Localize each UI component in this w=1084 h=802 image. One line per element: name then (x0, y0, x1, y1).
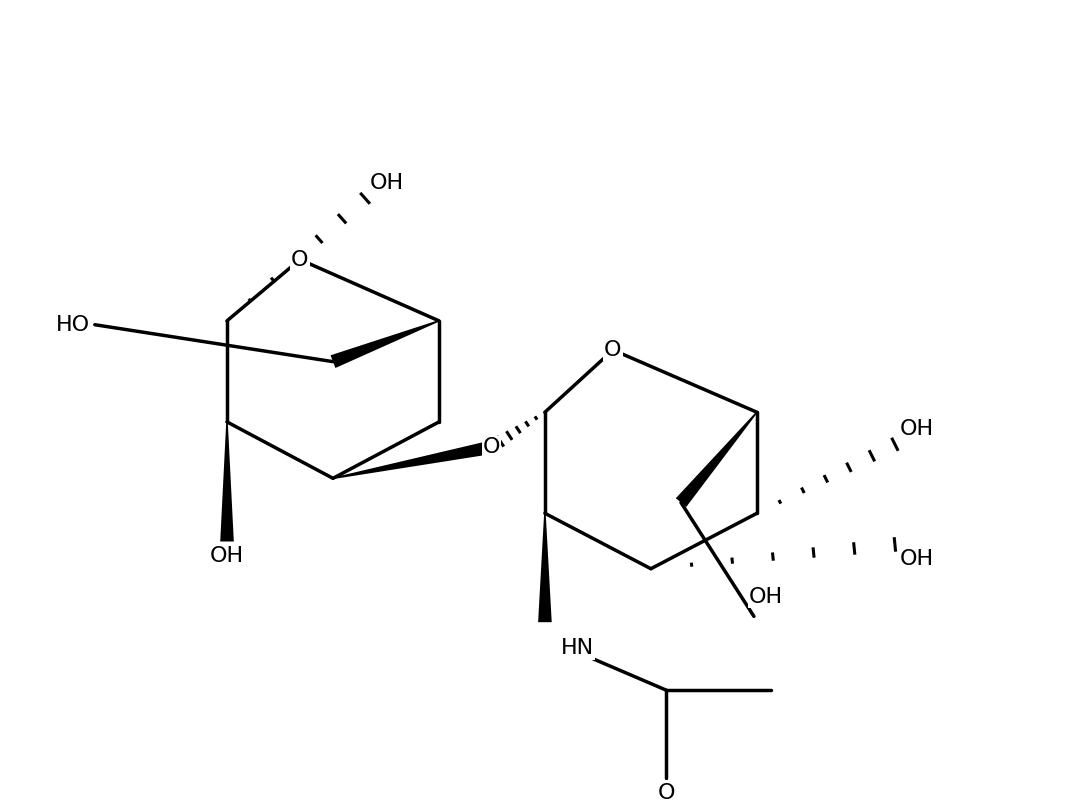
Polygon shape (538, 513, 552, 622)
Text: OH: OH (749, 586, 784, 606)
Polygon shape (675, 411, 758, 507)
Text: O: O (604, 340, 622, 360)
Text: OH: OH (370, 173, 404, 193)
Text: OH: OH (900, 549, 934, 569)
Text: O: O (658, 783, 675, 802)
Text: OH: OH (900, 419, 934, 439)
Text: OH: OH (210, 546, 244, 566)
Text: O: O (482, 437, 500, 457)
Text: HN: HN (560, 638, 594, 658)
Polygon shape (220, 422, 234, 541)
Polygon shape (331, 320, 439, 368)
Text: O: O (292, 249, 309, 269)
Text: HO: HO (55, 314, 90, 334)
Polygon shape (333, 440, 493, 479)
